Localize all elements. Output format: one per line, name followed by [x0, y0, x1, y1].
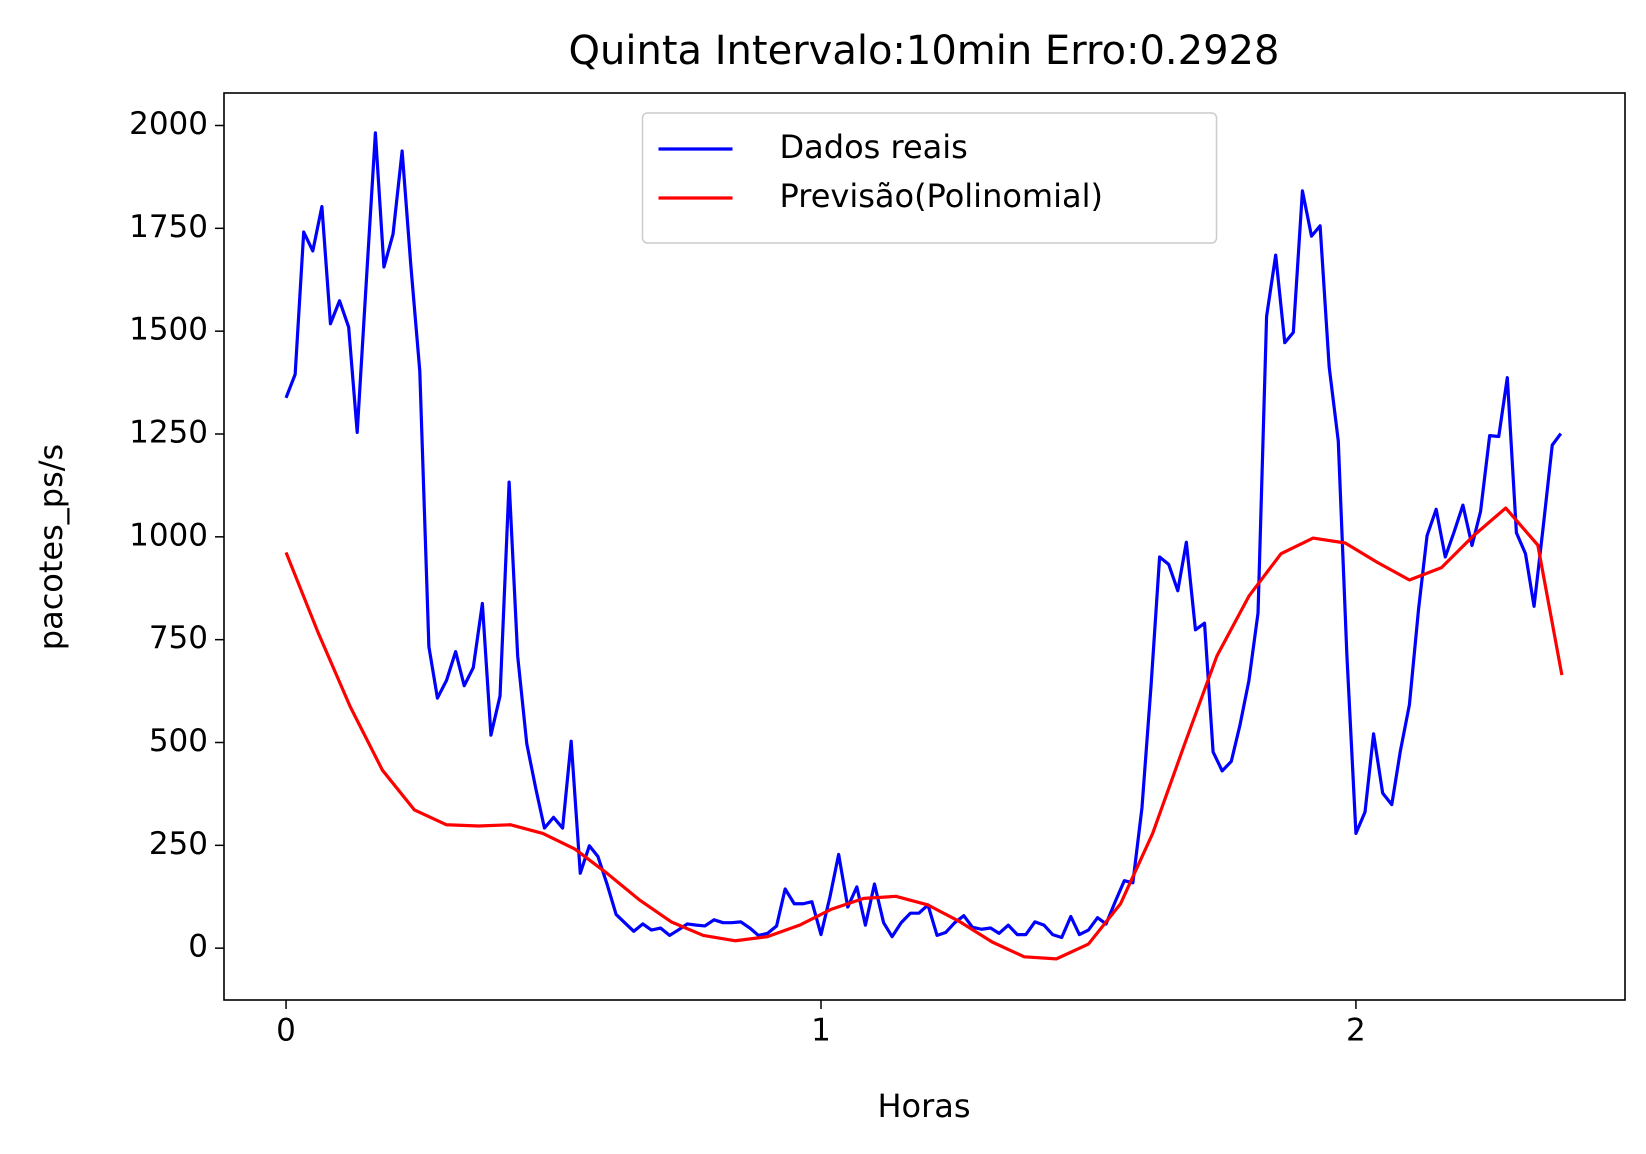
chart-title: Quinta Intervalo:10min Erro:0.2928 — [569, 28, 1280, 74]
data-line — [284, 506, 1564, 961]
y-tick-label: 750 — [149, 620, 208, 656]
y-tick-label: 1750 — [129, 209, 208, 245]
x-tick-label: 2 — [1346, 1013, 1366, 1049]
y-axis-label: pacotes_ps/s — [32, 444, 70, 650]
legend-label: Previsão(Polinomial) — [780, 177, 1103, 215]
legend-label: Dados reais — [780, 128, 968, 166]
y-tick-label: 1500 — [129, 312, 208, 348]
y-tick-label: 0 — [188, 929, 208, 965]
y-tick-label: 500 — [149, 723, 208, 759]
x-tick-label: 1 — [811, 1013, 831, 1049]
plot-frame — [223, 92, 1626, 1001]
data-line — [284, 131, 1563, 940]
y-tick-label: 250 — [149, 826, 208, 862]
x-axis-label: Horas — [877, 1087, 970, 1125]
y-tick-label: 1000 — [129, 517, 208, 553]
y-tick-label: 2000 — [129, 106, 208, 142]
legend-box — [641, 112, 1218, 244]
y-tick-label: 1250 — [129, 414, 208, 450]
x-tick-label: 0 — [276, 1013, 296, 1049]
